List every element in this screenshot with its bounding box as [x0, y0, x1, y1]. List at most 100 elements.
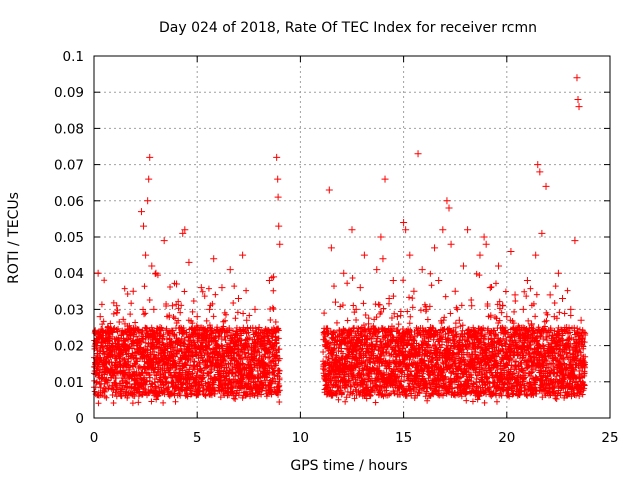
- data-point: [156, 324, 164, 331]
- data-point: [125, 374, 133, 382]
- data-point: [381, 175, 389, 183]
- y-tick-label: 0.1: [63, 49, 84, 65]
- data-point: [276, 240, 284, 248]
- data-point: [476, 251, 484, 259]
- data-point: [352, 305, 360, 313]
- data-point: [503, 313, 511, 321]
- data-point: [179, 229, 187, 237]
- y-tick-label: 0.06: [54, 194, 84, 210]
- data-point: [426, 324, 434, 331]
- data-point: [100, 371, 108, 379]
- data-point: [480, 233, 488, 241]
- data-point: [185, 258, 193, 266]
- y-tick-label: 0.07: [54, 158, 84, 174]
- data-point: [104, 334, 112, 342]
- y-axis-label: ROTI / TECUs: [6, 192, 22, 284]
- data-point: [577, 316, 585, 324]
- data-point: [270, 273, 278, 281]
- data-point: [275, 222, 283, 230]
- data-point: [218, 284, 226, 292]
- x-tick-label: 25: [601, 430, 618, 446]
- data-point: [360, 251, 368, 259]
- data-point: [418, 266, 426, 274]
- data-point: [499, 302, 507, 310]
- y-tick-label: 0.05: [54, 230, 84, 246]
- data-point: [455, 316, 463, 324]
- data-point: [247, 363, 255, 371]
- tick-layer: 0 5 10 15 20 25 0 0.01 0.02 0.03 0.04 0.05 0.06 0.07 0…: [54, 49, 619, 446]
- data-point: [348, 226, 356, 234]
- x-tick-label: 15: [395, 430, 412, 446]
- data-point: [340, 269, 348, 277]
- data-point: [214, 371, 222, 379]
- data-point: [142, 251, 150, 259]
- data-point: [325, 186, 333, 194]
- data-point: [160, 237, 168, 245]
- data-point: [113, 302, 121, 310]
- data-point: [443, 197, 451, 205]
- data-point: [255, 324, 263, 331]
- data-point: [152, 269, 160, 277]
- data-point: [121, 320, 129, 328]
- data-point: [546, 291, 554, 299]
- data-point: [146, 153, 154, 161]
- data-point: [451, 287, 459, 295]
- data-point: [563, 324, 571, 331]
- data-point: [274, 193, 282, 201]
- data-point: [579, 360, 587, 368]
- data-point: [379, 255, 387, 263]
- data-point: [177, 338, 185, 346]
- data-point: [148, 262, 156, 270]
- data-point: [243, 316, 251, 324]
- data-point: [398, 334, 406, 342]
- data-point: [150, 305, 158, 313]
- y-tick-label: 0.03: [54, 302, 84, 318]
- data-point: [164, 360, 172, 368]
- data-point: [468, 302, 476, 310]
- data-point: [393, 313, 401, 321]
- data-point: [251, 305, 259, 313]
- data-point: [400, 219, 408, 227]
- data-point: [472, 327, 480, 335]
- data-point: [575, 103, 583, 111]
- data-point: [385, 295, 393, 303]
- data-point: [94, 269, 102, 277]
- x-axis-label: GPS time / hours: [290, 458, 407, 474]
- data-point: [140, 222, 148, 230]
- data-point: [536, 168, 544, 176]
- data-point: [573, 74, 581, 82]
- data-point: [435, 276, 443, 284]
- data-point: [511, 291, 519, 299]
- data-point: [259, 342, 267, 350]
- data-point: [532, 251, 540, 259]
- data-point: [117, 349, 125, 357]
- data-point: [519, 305, 527, 313]
- data-point: [356, 284, 364, 292]
- x-tick-label: 10: [292, 430, 309, 446]
- data-noise-band: [91, 270, 589, 407]
- data-point: [133, 342, 141, 350]
- data-point: [490, 334, 498, 342]
- data-point: [222, 327, 230, 335]
- x-tick-label: 5: [193, 430, 202, 446]
- data-point: [327, 244, 335, 252]
- data-point: [574, 95, 582, 103]
- data-point: [109, 381, 117, 389]
- data-point: [554, 269, 562, 277]
- data-point: [377, 233, 385, 241]
- data-point: [365, 320, 373, 328]
- data-point: [528, 320, 536, 328]
- data-point: [445, 204, 453, 212]
- data-point: [144, 197, 152, 205]
- data-point: [129, 287, 137, 295]
- data-point: [414, 150, 422, 158]
- data-point: [265, 276, 273, 284]
- plot-frame: [93, 55, 611, 419]
- data-point: [495, 262, 503, 270]
- data-point: [431, 244, 439, 252]
- data-point: [197, 284, 205, 292]
- x-tick-label: 20: [498, 430, 515, 446]
- data-point: [206, 305, 214, 313]
- data-point: [507, 247, 515, 255]
